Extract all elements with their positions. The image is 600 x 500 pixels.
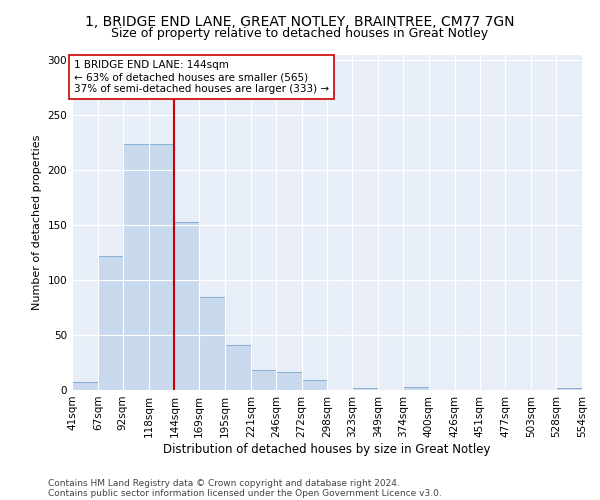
- Bar: [199, 296, 225, 390]
- Text: Size of property relative to detached houses in Great Notley: Size of property relative to detached ho…: [112, 28, 488, 40]
- Y-axis label: Number of detached properties: Number of detached properties: [32, 135, 42, 310]
- Bar: [403, 386, 429, 390]
- Bar: [175, 222, 199, 390]
- Bar: [302, 380, 328, 390]
- Text: 1 BRIDGE END LANE: 144sqm
← 63% of detached houses are smaller (565)
37% of semi: 1 BRIDGE END LANE: 144sqm ← 63% of detac…: [74, 60, 329, 94]
- Bar: [72, 382, 98, 390]
- Bar: [123, 144, 149, 390]
- Bar: [251, 370, 276, 390]
- Text: Contains public sector information licensed under the Open Government Licence v3: Contains public sector information licen…: [48, 488, 442, 498]
- Bar: [98, 256, 123, 390]
- Bar: [225, 345, 251, 390]
- Bar: [276, 372, 302, 390]
- X-axis label: Distribution of detached houses by size in Great Notley: Distribution of detached houses by size …: [163, 442, 491, 456]
- Bar: [352, 388, 378, 390]
- Text: Contains HM Land Registry data © Crown copyright and database right 2024.: Contains HM Land Registry data © Crown c…: [48, 478, 400, 488]
- Text: 1, BRIDGE END LANE, GREAT NOTLEY, BRAINTREE, CM77 7GN: 1, BRIDGE END LANE, GREAT NOTLEY, BRAINT…: [85, 15, 515, 29]
- Bar: [556, 388, 582, 390]
- Bar: [149, 144, 175, 390]
